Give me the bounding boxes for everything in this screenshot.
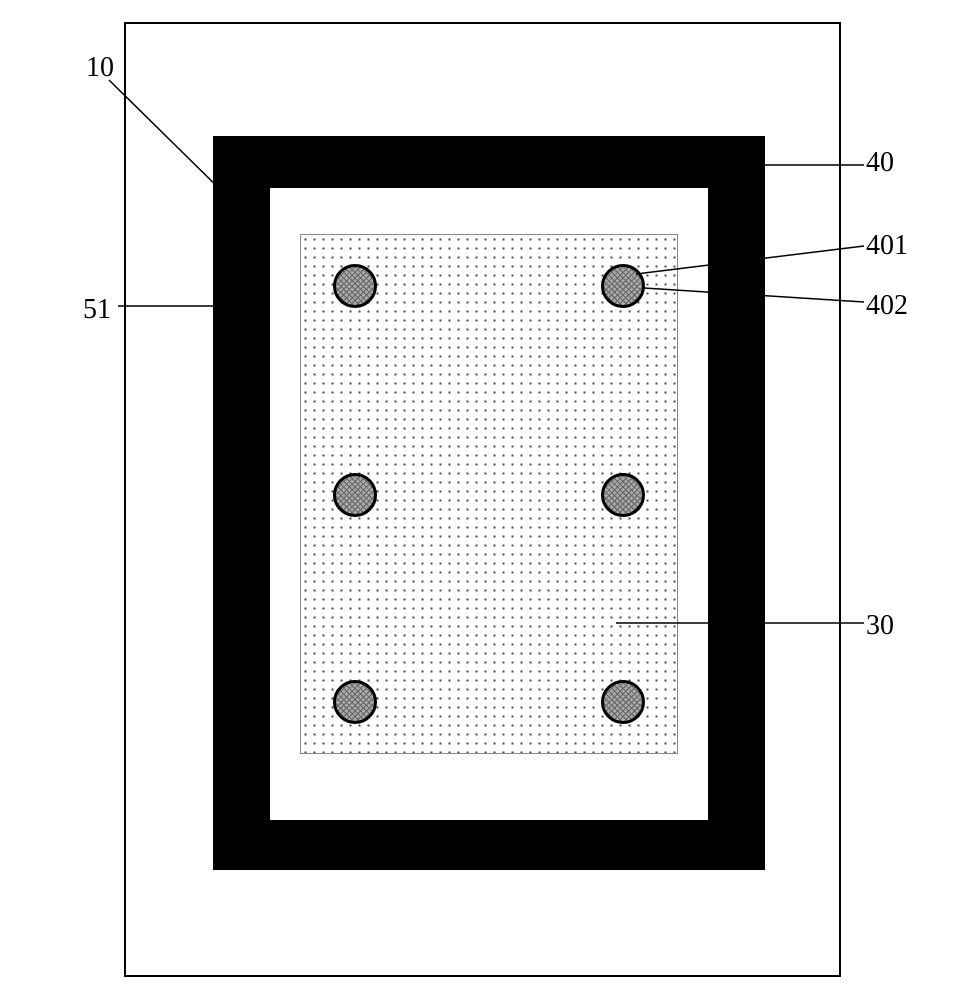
label-402: 402 <box>866 290 908 322</box>
leader-lines <box>0 0 968 1000</box>
label-401: 401 <box>866 230 908 262</box>
label-40: 40 <box>866 147 894 179</box>
label-51: 51 <box>83 294 111 326</box>
label-10: 10 <box>86 52 114 84</box>
label-30: 30 <box>866 610 894 642</box>
diagram-canvas: 10 51 40 401 402 30 <box>0 0 968 1000</box>
